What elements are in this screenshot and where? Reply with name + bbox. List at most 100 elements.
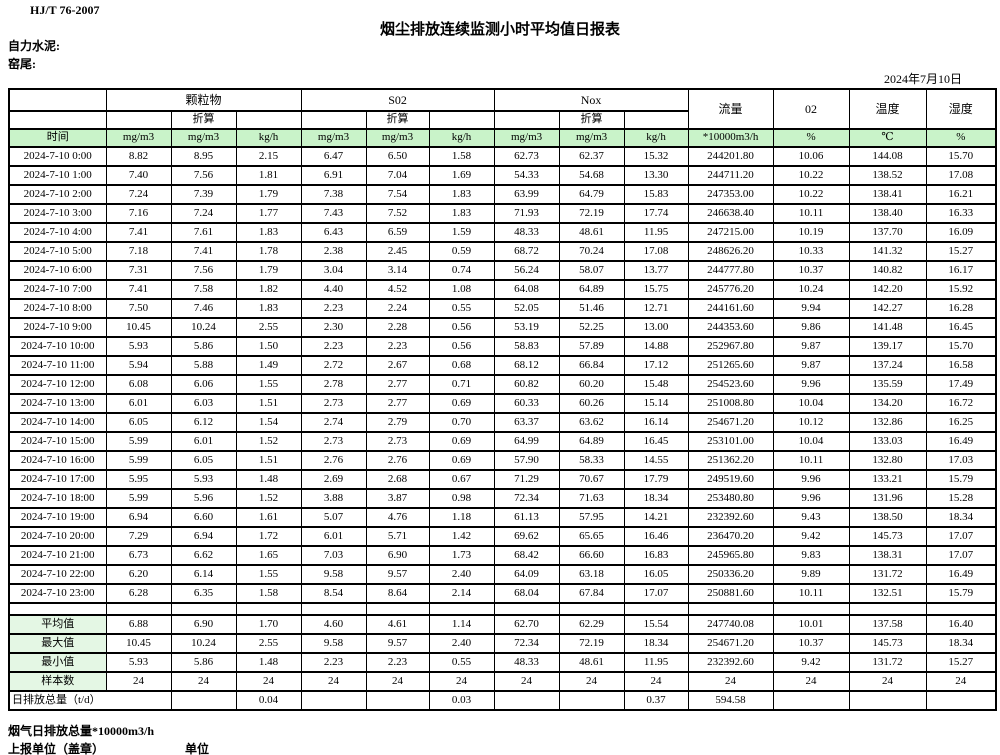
time-cell: 2024-7-10 6:00	[8, 260, 107, 281]
value-cell: 142.27	[848, 298, 927, 319]
time-cell: 2024-7-10 11:00	[8, 355, 107, 376]
column-header: 流量	[687, 88, 774, 130]
daily-total-value	[848, 690, 927, 711]
converted-header: 折算	[558, 110, 625, 130]
value-cell: 63.62	[558, 412, 625, 433]
value-cell: 5.71	[365, 526, 430, 547]
value-cell: 70.67	[558, 469, 625, 490]
column-header: 湿度	[925, 88, 997, 130]
time-cell: 2024-7-10 9:00	[8, 317, 107, 338]
value-cell: 251362.20	[687, 450, 774, 471]
value-cell: 14.21	[623, 507, 689, 528]
value-cell: 2.38	[300, 241, 367, 262]
value-cell: 6.94	[105, 507, 172, 528]
value-cell: 54.33	[493, 165, 560, 186]
group-header: 颗粒物	[105, 88, 302, 112]
value-cell: 70.24	[558, 241, 625, 262]
value-cell: 7.24	[105, 184, 172, 205]
value-cell: 1.78	[235, 241, 302, 262]
value-cell: 2.68	[365, 469, 430, 490]
value-cell: 6.01	[105, 393, 172, 414]
value-cell: 10.37	[772, 260, 850, 281]
value-cell: 17.08	[623, 241, 689, 262]
value-cell: 253101.00	[687, 431, 774, 452]
time-header: 时间	[8, 128, 107, 148]
summary-value: 10.37	[772, 633, 850, 654]
empty-cell	[493, 110, 560, 130]
value-cell: 1.73	[428, 545, 495, 566]
empty-cell	[105, 110, 172, 130]
summary-value: 18.34	[623, 633, 689, 654]
table-row: 2024-7-10 17:00 5.95 5.93 1.48 2.69 2.68 0.67 7…	[8, 469, 997, 490]
value-cell: 133.21	[848, 469, 927, 490]
value-cell: 2.24	[365, 298, 430, 319]
value-cell: 17.07	[925, 526, 997, 547]
summary-value: 15.27	[925, 652, 997, 673]
table-row: 2024-7-10 11:00 5.94 5.88 1.49 2.72 2.67 0.68 6…	[8, 355, 997, 376]
value-cell: 2.23	[300, 298, 367, 319]
value-cell: 71.63	[558, 488, 625, 509]
table-row: 2024-7-10 1:00 7.40 7.56 1.81 6.91 7.04 1.69 54…	[8, 165, 997, 186]
table-header: 颗粒物 S02 Nox 流量 02 温度 湿度 折算 折算 折算 时间 mg/m3 mg/m3 kg/h m…	[8, 88, 997, 148]
value-cell: 0.71	[428, 374, 495, 395]
summary-value: 1.48	[235, 652, 302, 673]
summary-value: 24	[105, 671, 172, 692]
value-cell: 244353.60	[687, 317, 774, 338]
value-cell: 11.95	[623, 222, 689, 243]
summary-value: 48.61	[558, 652, 625, 673]
daily-total-value	[558, 690, 625, 711]
time-cell: 2024-7-10 17:00	[8, 469, 107, 490]
report-table: 颗粒物 S02 Nox 流量 02 温度 湿度 折算 折算 折算 时间 mg/m3 mg/m3 kg/h m…	[8, 88, 998, 711]
value-cell: 131.72	[848, 564, 927, 585]
value-cell: 60.26	[558, 393, 625, 414]
value-cell: 1.51	[235, 393, 302, 414]
value-cell: 10.45	[105, 317, 172, 338]
value-cell: 60.33	[493, 393, 560, 414]
value-cell: 4.52	[365, 279, 430, 300]
value-cell: 9.58	[300, 564, 367, 585]
value-cell: 9.96	[772, 374, 850, 395]
value-cell: 1.52	[235, 488, 302, 509]
value-cell: 6.35	[170, 583, 237, 604]
value-cell: 13.77	[623, 260, 689, 281]
value-cell: 1.83	[428, 184, 495, 205]
value-cell: 142.20	[848, 279, 927, 300]
value-cell: 65.65	[558, 526, 625, 547]
header-row-units: 时间 mg/m3 mg/m3 kg/h mg/m3 mg/m3 kg/h mg/m3 mg/m3…	[8, 128, 997, 148]
value-cell: 8.95	[170, 146, 237, 167]
value-cell: 3.87	[365, 488, 430, 509]
daily-total-value: 0.03	[428, 690, 495, 711]
empty-cell	[848, 602, 927, 616]
value-cell: 68.42	[493, 545, 560, 566]
table-row: 2024-7-10 10:00 5.93 5.86 1.50 2.23 2.23 0.56 5…	[8, 336, 997, 357]
value-cell: 1.50	[235, 336, 302, 357]
value-cell: 0.69	[428, 393, 495, 414]
daily-total-value	[493, 690, 560, 711]
value-cell: 15.70	[925, 336, 997, 357]
value-cell: 9.96	[772, 469, 850, 490]
value-cell: 1.61	[235, 507, 302, 528]
summary-value: 24	[428, 671, 495, 692]
value-cell: 16.45	[925, 317, 997, 338]
empty-cell	[623, 110, 689, 130]
value-cell: 5.95	[105, 469, 172, 490]
summary-value: 72.34	[493, 633, 560, 654]
unit-header: mg/m3	[300, 128, 367, 148]
value-cell: 6.59	[365, 222, 430, 243]
value-cell: 61.13	[493, 507, 560, 528]
value-cell: 52.05	[493, 298, 560, 319]
value-cell: 6.05	[170, 450, 237, 471]
value-cell: 5.99	[105, 431, 172, 452]
time-cell: 2024-7-10 7:00	[8, 279, 107, 300]
empty-cell	[925, 602, 997, 616]
value-cell: 7.46	[170, 298, 237, 319]
value-cell: 2.67	[365, 355, 430, 376]
value-cell: 1.49	[235, 355, 302, 376]
time-cell: 2024-7-10 15:00	[8, 431, 107, 452]
summary-value: 24	[493, 671, 560, 692]
summary-value: 24	[300, 671, 367, 692]
summary-row: 最小值 5.93 5.86 1.48 2.23 2.23 0.55 48.33 48.61 11.…	[8, 652, 997, 673]
value-cell: 244711.20	[687, 165, 774, 186]
site-label: 窑尾:	[8, 57, 36, 71]
summary-value: 9.42	[772, 652, 850, 673]
